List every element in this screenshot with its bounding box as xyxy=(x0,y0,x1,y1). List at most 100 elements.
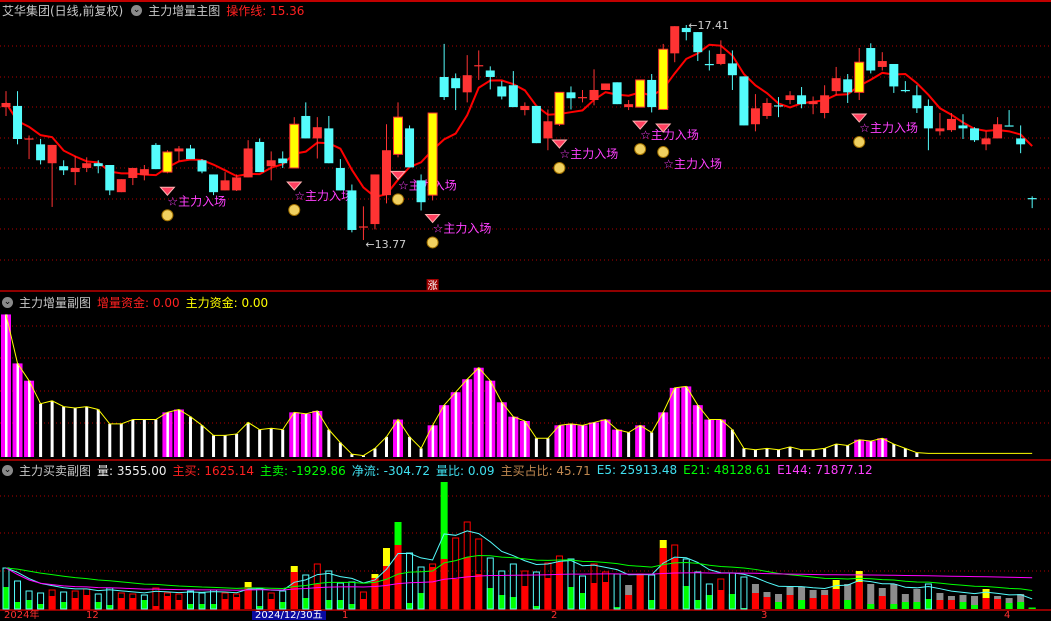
main-flow-bar xyxy=(544,578,552,609)
fund-bar xyxy=(811,449,815,457)
candle-body xyxy=(347,190,357,230)
money-bag-icon xyxy=(392,193,405,206)
candle-body xyxy=(220,180,230,191)
chevron-down-icon[interactable]: ⌄ xyxy=(131,4,143,16)
volume-bar xyxy=(129,593,137,610)
money-bag-icon xyxy=(288,203,301,216)
volume-bar xyxy=(544,562,552,610)
candle-body xyxy=(324,128,334,164)
candle-body xyxy=(935,128,945,132)
candle-body xyxy=(393,116,404,155)
main-flow-bar xyxy=(636,574,644,609)
candle-body xyxy=(289,123,300,169)
fund-bar-stripe xyxy=(177,409,181,457)
candle-body xyxy=(105,164,115,191)
volume-bar xyxy=(844,584,852,609)
axis-label-month-3: 3 xyxy=(761,610,768,621)
volume-bar xyxy=(567,558,575,610)
increment-funds: 增量资金: 0.00 xyxy=(97,295,180,310)
candle-body xyxy=(209,174,219,193)
volume-bar xyxy=(302,574,310,610)
volume-bar xyxy=(198,592,206,610)
main-flow-bar xyxy=(798,600,806,609)
volume-bar xyxy=(913,589,921,609)
signal-label: ☆主力入场 xyxy=(640,128,699,142)
fund-bar-stripe xyxy=(662,412,665,457)
fund-bar-stripe xyxy=(869,441,873,457)
volume-bar xyxy=(890,584,898,609)
candle-body xyxy=(24,138,34,140)
e144-line xyxy=(5,567,1033,591)
main-flow-bar xyxy=(302,598,310,609)
candle-body xyxy=(785,95,795,101)
low-price-label: ←13.77 xyxy=(365,238,406,251)
main-flow-bar xyxy=(1005,603,1013,609)
axis-label-selected-date[interactable]: 2024/12/30五 xyxy=(252,611,326,621)
main-flow-bar xyxy=(602,582,610,609)
fund-bar xyxy=(534,438,538,457)
candle-body xyxy=(647,79,657,108)
volume-bar xyxy=(971,596,979,609)
main-flow-bar xyxy=(475,574,483,609)
candle-body xyxy=(993,124,1003,139)
main-flow-bar xyxy=(152,606,160,609)
main-flow-bar xyxy=(878,596,886,609)
main-flow-bar xyxy=(775,602,783,609)
volume-bar xyxy=(509,563,517,610)
fund-bar xyxy=(408,436,412,457)
volume-bar xyxy=(486,557,494,610)
main-funds: 主力资金: 0.00 xyxy=(185,295,269,310)
candle-body xyxy=(704,63,714,66)
candle-body xyxy=(497,86,507,97)
fund-bar-stripe xyxy=(858,439,861,457)
candle-body xyxy=(946,118,956,131)
fund-bar-stripe xyxy=(673,387,677,457)
volume-bar xyxy=(429,563,437,610)
fund-bar xyxy=(373,448,377,457)
main-flow-bar xyxy=(279,602,287,609)
main-flow-bar xyxy=(567,587,575,609)
candle-body xyxy=(877,61,887,67)
fund-bar-stripe xyxy=(489,380,492,457)
fund-bar xyxy=(62,406,66,457)
main-flow-bar xyxy=(117,598,125,609)
fund-line xyxy=(5,314,1033,457)
main-flow-bar xyxy=(440,559,448,609)
candle-body xyxy=(301,115,311,139)
bottom-panel-name[interactable]: 主力买卖副图 xyxy=(19,463,92,478)
fund-bar-stripe xyxy=(616,429,619,457)
fund-bar xyxy=(730,429,734,457)
fund-bar-stripe xyxy=(443,405,446,457)
candle-body xyxy=(543,121,553,139)
volume-bar xyxy=(163,592,171,610)
volume-bar xyxy=(579,575,586,610)
chevron-down-icon[interactable]: ⌄ xyxy=(2,464,13,476)
candle-body xyxy=(462,75,472,93)
fund-bar xyxy=(546,438,550,457)
fund-bar-stripe xyxy=(719,419,723,457)
indicator-name[interactable]: 主力增量主图 xyxy=(148,3,221,18)
chevron-down-icon[interactable]: ⌄ xyxy=(2,296,13,308)
candle-body xyxy=(197,160,207,172)
volume-bar xyxy=(475,538,483,610)
mid-panel-name[interactable]: 主力增量副图 xyxy=(19,295,92,310)
candle-body xyxy=(635,79,646,108)
signal-label: ☆主力入场 xyxy=(559,147,618,161)
main-buy-value: 主买: 1625.14 xyxy=(172,463,254,478)
fund-bar xyxy=(142,419,146,457)
candle-body xyxy=(693,32,703,53)
candle-body xyxy=(854,61,865,93)
fund-bar-stripe xyxy=(685,386,688,457)
candle-body xyxy=(670,26,680,54)
candle-body xyxy=(981,138,991,145)
fund-bar-stripe xyxy=(639,425,642,457)
main-flow-bar xyxy=(25,600,33,609)
candle-body xyxy=(831,78,841,92)
main-flow-bar xyxy=(233,597,241,609)
main-flow-bar xyxy=(48,596,56,609)
fund-bar xyxy=(258,429,262,457)
money-bag-icon xyxy=(161,209,174,222)
fund-bar xyxy=(350,454,354,457)
volume-bar xyxy=(325,570,333,610)
